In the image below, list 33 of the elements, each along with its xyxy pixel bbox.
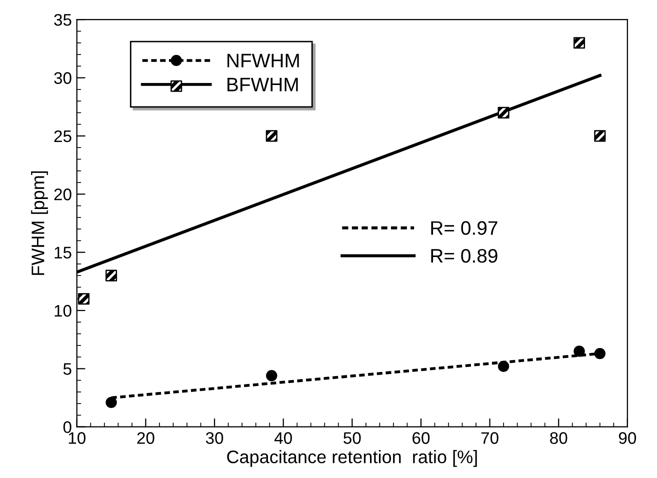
point [573, 37, 586, 49]
x-tick-label: 70 [481, 432, 498, 444]
x-tick-label: 60 [412, 432, 430, 444]
x-tick-label: 30 [206, 432, 224, 444]
x-tick-label: 20 [137, 432, 154, 444]
x-tick-label: 90 [618, 432, 636, 444]
x-tick-label: 40 [274, 432, 292, 444]
point [594, 348, 606, 360]
y-tick-label: 25 [54, 130, 72, 142]
legend-label: R= 0.89 [431, 248, 498, 263]
y-tick-label: 15 [54, 246, 72, 259]
y-tick-label: 5 [63, 363, 72, 375]
y-tick-label: 35 [54, 14, 72, 26]
x-tick-label: 50 [344, 432, 361, 444]
legend-label: NFWHM [228, 54, 299, 68]
y-axis-title: FWHM [ppm] [31, 171, 48, 275]
point [266, 130, 278, 142]
point [266, 370, 278, 382]
x-axis-title: Capacitance retention ratio [%] [227, 450, 477, 467]
point [106, 270, 118, 282]
legend-label: R= 0.97 [431, 221, 498, 235]
point [574, 346, 585, 357]
y-tick-label: 20 [54, 188, 72, 200]
point [594, 130, 606, 142]
point [106, 396, 117, 408]
point [498, 360, 510, 372]
y-tick-label: 30 [54, 72, 72, 84]
legend-label: BFWHM [228, 78, 298, 92]
point [498, 106, 510, 118]
y-tick-label: 0 [63, 421, 72, 434]
y-tick-label: 10 [54, 304, 72, 317]
point [78, 293, 90, 305]
x-tick-label: 80 [550, 432, 568, 444]
